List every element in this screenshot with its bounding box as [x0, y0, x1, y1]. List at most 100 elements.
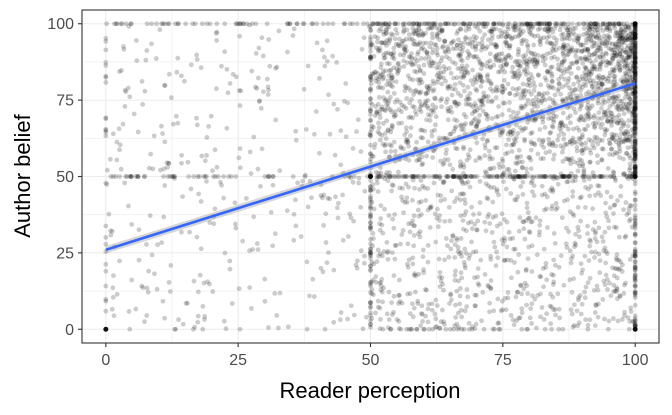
data-point	[458, 43, 463, 48]
data-point	[487, 300, 493, 306]
data-point	[502, 257, 507, 263]
data-point	[626, 118, 632, 123]
data-point	[392, 21, 397, 27]
data-point	[606, 218, 611, 224]
data-point	[341, 98, 347, 104]
data-point	[632, 120, 638, 126]
data-point	[458, 57, 464, 62]
data-point	[585, 46, 591, 52]
data-point	[604, 27, 610, 33]
data-point	[368, 117, 373, 123]
data-point	[547, 21, 552, 27]
data-point	[515, 91, 521, 97]
data-point	[582, 54, 588, 60]
data-point	[378, 216, 384, 221]
data-point	[552, 307, 558, 312]
data-point	[632, 267, 638, 273]
data-point	[489, 26, 495, 32]
data-point	[631, 63, 636, 69]
data-point	[582, 117, 588, 123]
data-point	[103, 80, 109, 85]
data-point	[527, 24, 532, 30]
data-point	[526, 76, 531, 82]
data-point	[194, 115, 199, 121]
data-point	[606, 113, 611, 119]
data-point	[632, 60, 638, 65]
data-point	[452, 174, 457, 179]
data-point	[593, 302, 599, 308]
data-point	[317, 150, 322, 156]
data-point	[597, 37, 603, 43]
data-point	[632, 21, 638, 27]
data-point	[410, 77, 416, 83]
data-point	[543, 56, 548, 61]
data-point	[410, 115, 415, 121]
data-point	[631, 119, 637, 125]
data-point	[553, 41, 559, 47]
data-point	[632, 23, 638, 29]
data-point	[436, 30, 442, 36]
data-point	[578, 218, 584, 224]
data-point	[433, 297, 439, 303]
data-point	[117, 147, 122, 153]
data-point	[541, 284, 546, 290]
data-point	[547, 104, 553, 110]
data-point	[626, 109, 632, 114]
data-point	[514, 161, 520, 166]
data-point	[367, 132, 373, 138]
data-point	[625, 24, 631, 30]
data-point	[362, 253, 367, 259]
data-point	[561, 174, 566, 179]
data-point	[510, 130, 516, 136]
data-point	[483, 181, 489, 187]
data-point	[573, 25, 578, 31]
data-point	[469, 120, 475, 126]
data-point	[468, 219, 474, 225]
data-point	[632, 171, 638, 177]
data-point	[528, 101, 534, 107]
data-point	[448, 246, 454, 252]
data-point	[616, 21, 622, 27]
data-point	[632, 33, 638, 39]
data-point	[566, 30, 572, 35]
data-point	[632, 58, 638, 64]
data-point	[632, 31, 638, 37]
data-point	[417, 107, 422, 112]
data-point	[503, 39, 509, 45]
data-point	[123, 21, 129, 27]
data-point	[632, 65, 638, 70]
data-point	[545, 21, 551, 27]
data-point	[108, 228, 113, 234]
data-point	[388, 51, 393, 57]
data-point	[609, 110, 614, 116]
data-point	[613, 98, 618, 104]
data-point	[456, 101, 462, 107]
data-point	[512, 24, 518, 30]
data-point	[632, 168, 638, 174]
data-point	[268, 210, 274, 215]
data-point	[632, 51, 638, 57]
data-point	[621, 58, 627, 63]
data-point	[600, 74, 606, 80]
data-point	[515, 52, 521, 58]
data-point	[586, 89, 592, 95]
data-point	[623, 62, 628, 67]
data-point	[550, 85, 556, 91]
data-point	[619, 32, 624, 37]
data-point	[577, 77, 583, 83]
data-point	[526, 89, 532, 94]
data-point	[594, 48, 600, 54]
data-point	[368, 118, 374, 124]
data-point	[578, 113, 584, 119]
data-point	[631, 106, 637, 112]
data-point	[409, 174, 415, 179]
data-point	[437, 174, 443, 179]
data-point	[146, 165, 152, 171]
data-point	[175, 55, 181, 61]
data-point	[620, 29, 626, 35]
data-point	[555, 88, 561, 94]
data-point	[160, 298, 166, 304]
data-point	[162, 21, 168, 27]
y-tick-label: 50	[56, 169, 74, 186]
data-point	[568, 170, 574, 176]
